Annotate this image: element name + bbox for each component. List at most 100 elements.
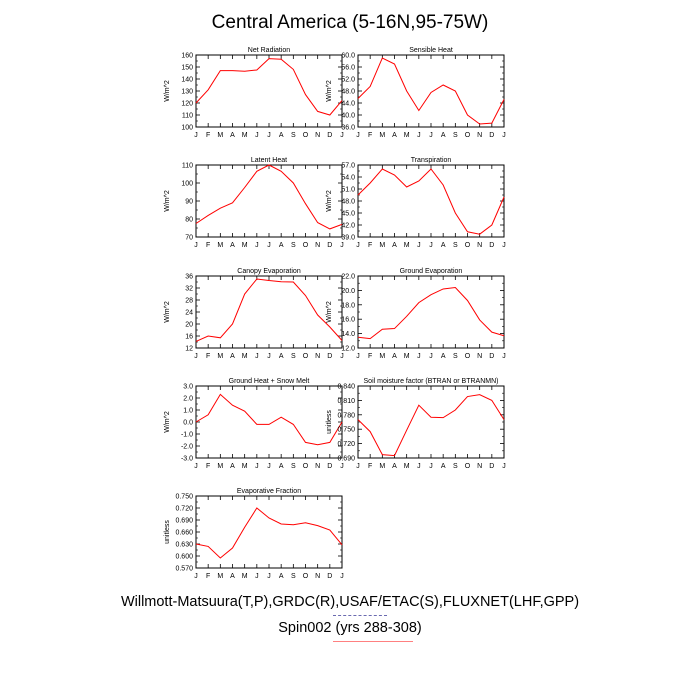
y-tick-label: 0.690 [175, 518, 193, 525]
y-tick-label: -1.0 [181, 432, 193, 439]
x-tick-label: A [230, 463, 235, 470]
x-tick-label: F [368, 463, 372, 470]
plot-frame [357, 275, 505, 349]
x-tick-label: M [379, 463, 385, 470]
x-tick-label: J [340, 353, 344, 360]
chart-panel: Ground Evaporation W/m^2 22.0 20.0 18.0 16.0 1… [326, 268, 506, 360]
y-tick-label: 0.690 [337, 456, 355, 463]
x-tick-label: A [279, 573, 284, 580]
x-tick-label: J [502, 132, 506, 139]
x-tick-label: A [441, 242, 446, 249]
data-sources-caption: Willmott-Matsuura(T,P),GRDC(R),USAF/ETAC… [120, 594, 580, 610]
y-tick-label: 24 [185, 310, 193, 317]
x-tick-label: F [206, 573, 210, 580]
x-tick-label: J [267, 353, 271, 360]
x-tick-label: D [327, 353, 332, 360]
x-tick-label: J [267, 242, 271, 249]
chart-title: Soil moisture factor (BTRAN or BTRANMN) [364, 378, 499, 385]
y-tick-label: 0.780 [337, 412, 355, 419]
x-tick-label: N [315, 463, 320, 470]
x-tick-label: A [441, 353, 446, 360]
x-tick-label: D [489, 463, 494, 470]
y-axis-label: W/m^2 [164, 190, 171, 212]
x-tick-label: J [417, 132, 421, 139]
chart-panel: Soil moisture factor (BTRAN or BTRANMN) u… [326, 378, 506, 470]
chart-title: Ground Evaporation [400, 268, 463, 275]
x-tick-label: M [217, 132, 223, 139]
x-tick-label: J [194, 353, 198, 360]
chart-title: Latent Heat [251, 157, 287, 164]
chart-title: Ground Heat + Snow Melt [229, 378, 310, 385]
x-tick-label: A [230, 353, 235, 360]
x-tick-label: J [194, 463, 198, 470]
x-tick-label: J [502, 242, 506, 249]
y-tick-label: 160 [181, 53, 193, 60]
plot-frame [357, 385, 505, 459]
y-tick-label: 39.0 [341, 235, 355, 242]
y-tick-label: -2.0 [181, 444, 193, 451]
x-tick-label: A [392, 463, 397, 470]
series-line [195, 278, 343, 342]
series-line [195, 58, 343, 116]
y-tick-label: 130 [181, 89, 193, 96]
x-tick-label: J [255, 463, 259, 470]
chart-panel: Sensible Heat W/m^2 60.0 56.0 52.0 48.0 44.0 40… [326, 47, 506, 139]
series-line [195, 507, 343, 559]
x-tick-label: J [429, 353, 433, 360]
x-tick-label: J [340, 573, 344, 580]
y-tick-label: 100 [181, 181, 193, 188]
x-tick-label: F [206, 353, 210, 360]
y-tick-label: 56.0 [341, 65, 355, 72]
y-tick-label: 12.0 [341, 346, 355, 353]
x-tick-label: J [356, 353, 360, 360]
series-line [195, 164, 343, 230]
y-tick-label: 45.0 [341, 211, 355, 218]
y-axis-label: W/m^2 [164, 80, 171, 102]
y-axis-label: unitless [164, 520, 171, 544]
decorative-line-2 [333, 641, 413, 642]
y-tick-label: 80 [185, 217, 193, 224]
x-tick-label: J [194, 573, 198, 580]
x-tick-label: J [502, 463, 506, 470]
x-tick-label: O [465, 463, 471, 470]
x-tick-label: J [340, 463, 344, 470]
y-tick-label: 1.0 [183, 408, 193, 415]
x-tick-label: J [194, 242, 198, 249]
x-tick-label: N [477, 353, 482, 360]
x-tick-label: F [206, 463, 210, 470]
x-tick-label: D [327, 242, 332, 249]
x-tick-label: J [255, 573, 259, 580]
x-tick-label: M [242, 573, 248, 580]
x-tick-label: M [217, 353, 223, 360]
x-tick-label: M [404, 463, 410, 470]
y-tick-label: 28 [185, 298, 193, 305]
y-tick-label: 0.810 [337, 398, 355, 405]
x-tick-label: M [217, 573, 223, 580]
y-tick-label: 110 [182, 113, 193, 120]
x-tick-label: J [429, 463, 433, 470]
chart-panel: Transpiration W/m^2 57.0 54.0 51.0 48.0 45.0 42… [326, 157, 506, 249]
y-tick-label: 20.0 [341, 288, 355, 295]
y-tick-label: 32 [185, 286, 193, 293]
chart-title: Transpiration [411, 157, 452, 164]
x-tick-label: J [255, 242, 259, 249]
x-tick-label: S [453, 242, 458, 249]
x-tick-label: O [303, 353, 309, 360]
x-tick-label: M [217, 242, 223, 249]
y-tick-label: 14.0 [341, 331, 355, 338]
y-tick-label: 57.0 [341, 163, 355, 170]
x-tick-label: A [230, 132, 235, 139]
x-tick-label: S [291, 242, 296, 249]
plot-frame [357, 54, 505, 128]
y-tick-label: 0.750 [337, 427, 355, 434]
x-tick-label: N [315, 353, 320, 360]
x-tick-label: D [489, 242, 494, 249]
x-tick-label: F [368, 353, 372, 360]
x-tick-label: A [230, 573, 235, 580]
y-tick-label: 110 [182, 163, 193, 170]
y-tick-label: 100 [181, 125, 193, 132]
x-tick-label: J [417, 353, 421, 360]
chart-panel: Evaporative Fraction unitless 0.750 0.720 0.… [164, 488, 344, 580]
x-tick-label: F [368, 132, 372, 139]
